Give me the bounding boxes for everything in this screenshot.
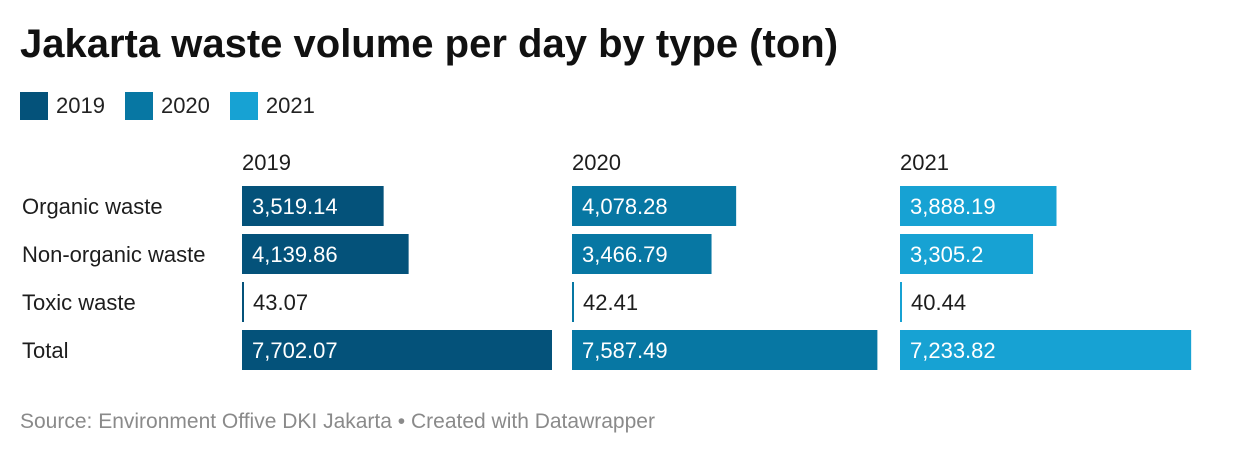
panel-header-2019: 2019	[242, 150, 291, 175]
data-label: 4,078.28	[582, 194, 668, 219]
legend-label-2021: 2021	[265, 93, 315, 118]
data-label: 7,587.49	[582, 338, 668, 363]
legend-item-2021: 2021	[229, 92, 315, 120]
chart-title: Jakarta waste volume per day by type (to…	[20, 22, 839, 66]
data-label: 42.41	[583, 290, 638, 315]
category-label: Total	[22, 338, 68, 363]
bar	[572, 330, 878, 370]
category-label: Organic waste	[22, 194, 163, 219]
bar	[242, 234, 409, 274]
data-label: 3,466.79	[582, 242, 668, 267]
bar	[242, 330, 552, 370]
legend-label-2019: 2019	[56, 93, 105, 118]
data-label: 40.44	[911, 290, 966, 315]
data-label: 3,305.2	[910, 242, 983, 267]
legend-item-2019: 2019	[20, 92, 105, 120]
bar	[900, 330, 1192, 370]
bar-chart: Organic waste Non-organic waste Toxic wast…	[22, 150, 1192, 370]
bar	[900, 234, 1034, 274]
data-label: 3,519.14	[252, 194, 338, 219]
legend-swatch-2020	[124, 92, 153, 120]
legend: 2019 2020 2021	[20, 92, 335, 120]
legend-swatch-2021	[229, 92, 258, 120]
bar	[900, 186, 1057, 226]
panel-header-2020: 2020	[572, 150, 621, 175]
data-label: 4,139.86	[252, 242, 338, 267]
bar	[242, 186, 384, 226]
source-note: Source: Environment Offive DKI Jakarta	[20, 410, 392, 433]
bar	[572, 282, 574, 322]
bar	[900, 282, 902, 322]
legend-item-2020: 2020	[124, 92, 210, 120]
datawrapper-credit-link[interactable]: Created with Datawrapper	[410, 410, 655, 433]
data-label: 7,702.07	[252, 338, 338, 363]
category-label: Non-organic waste	[22, 242, 205, 267]
data-label: 7,233.82	[910, 338, 996, 363]
category-label: Toxic waste	[22, 290, 136, 315]
bar	[572, 234, 712, 274]
legend-swatch-2019	[20, 92, 48, 120]
data-label: 3,888.19	[910, 194, 996, 219]
legend-label-2020: 2020	[160, 93, 210, 118]
panel-header-2021: 2021	[900, 150, 949, 175]
bar	[242, 282, 244, 322]
footer-separator: •	[391, 410, 411, 433]
data-label: 43.07	[253, 290, 308, 315]
footer: Source: Environment Offive DKI Jakarta •…	[20, 410, 655, 434]
bar	[572, 186, 737, 226]
